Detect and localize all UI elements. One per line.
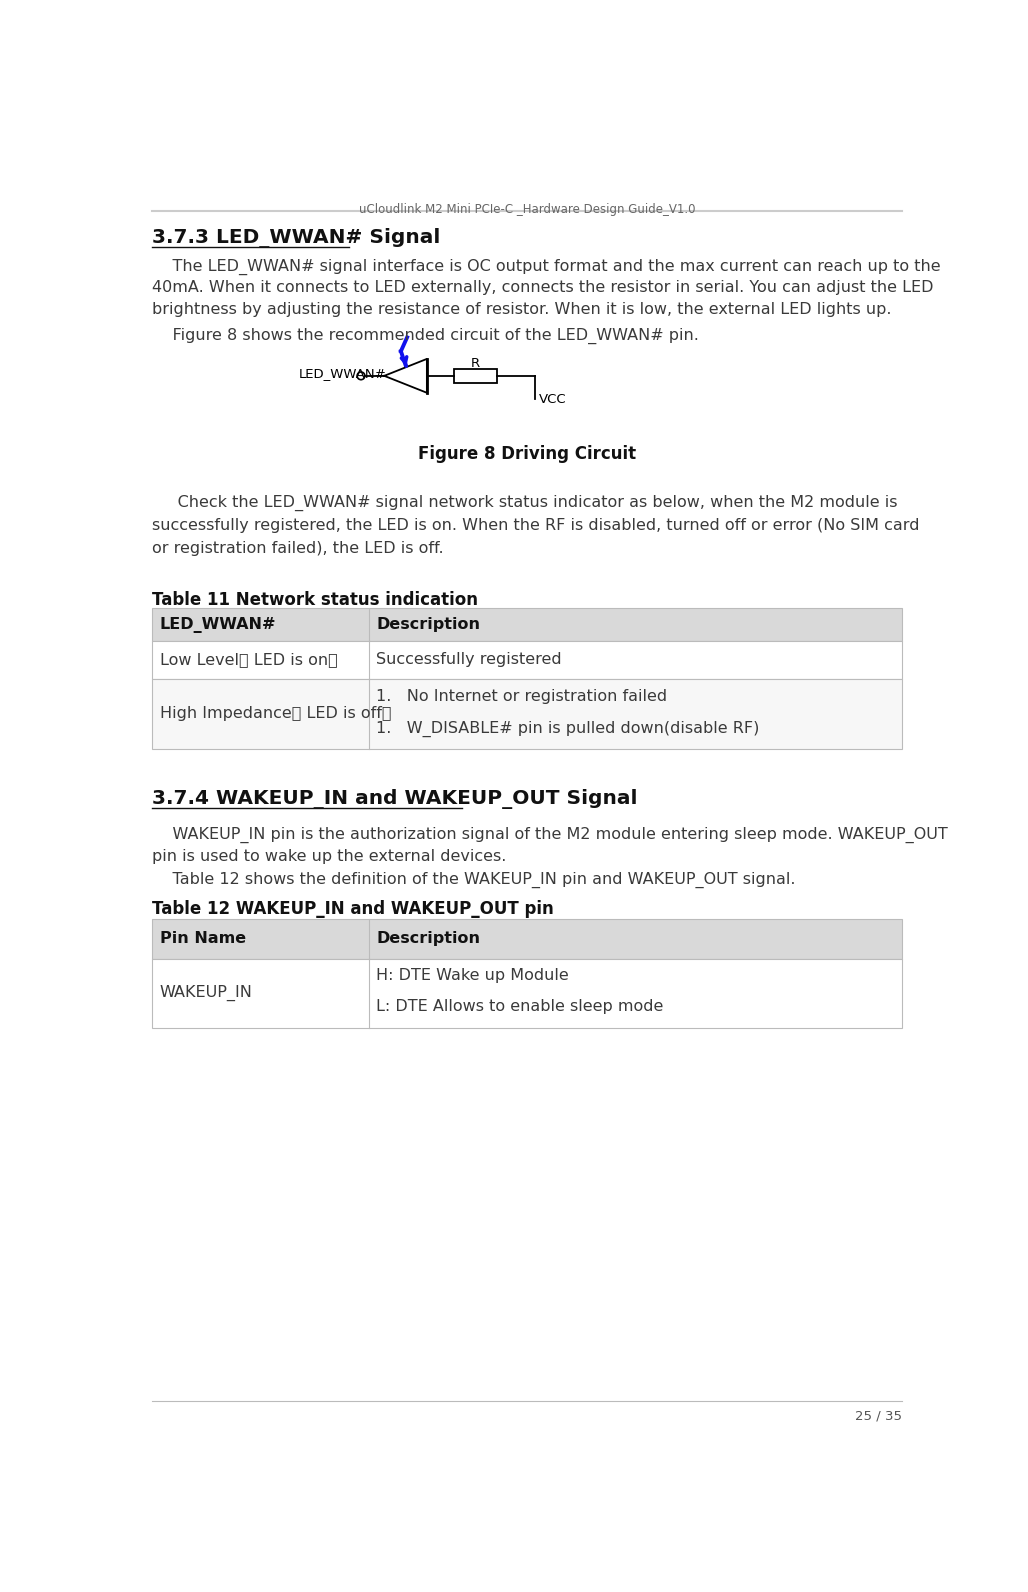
Bar [152,640,902,680]
Text: LED_WWAN#: LED_WWAN# [159,616,276,632]
Text: WAKEUP_IN: WAKEUP_IN [159,985,253,1001]
Text: H: DTE Wake up Module: H: DTE Wake up Module [376,968,570,984]
Text: Pin Name: Pin Name [159,931,246,946]
Text: Table 12 WAKEUP_IN and WAKEUP_OUT pin: Table 12 WAKEUP_IN and WAKEUP_OUT pin [152,899,553,919]
Text: Figure 8 shows the recommended circuit of the LED_WWAN# pin.: Figure 8 shows the recommended circuit o… [152,328,699,344]
Bar [152,919,902,958]
Text: 3.7.4 WAKEUP_IN and WAKEUP_OUT Signal: 3.7.4 WAKEUP_IN and WAKEUP_OUT Signal [152,788,637,809]
Text: Description: Description [376,931,480,946]
Bar [152,608,902,640]
Text: R: R [471,357,480,369]
Text: 40mA. When it connects to LED externally, connects the resistor in serial. You c: 40mA. When it connects to LED externally… [152,280,933,296]
Text: uCloudlink M2 Mini PCIe-C _Hardware Design Guide_V1.0: uCloudlink M2 Mini PCIe-C _Hardware Desi… [359,202,695,215]
Text: Figure 8 Driving Circuit: Figure 8 Driving Circuit [417,446,636,463]
Text: L: DTE Allows to enable sleep mode: L: DTE Allows to enable sleep mode [376,998,664,1014]
Text: successfully registered, the LED is on. When the RF is disabled, turned off or e: successfully registered, the LED is on. … [152,519,919,533]
Text: brightness by adjusting the resistance of resistor. When it is low, the external: brightness by adjusting the resistance o… [152,302,891,317]
Text: Description: Description [376,618,480,632]
Bar [152,680,902,748]
Text: Check the LED_WWAN# signal network status indicator as below, when the M2 module: Check the LED_WWAN# signal network statu… [152,495,897,511]
Text: pin is used to wake up the external devices.: pin is used to wake up the external devi… [152,849,506,863]
Text: Successfully registered: Successfully registered [376,653,562,667]
Text: 25 / 35: 25 / 35 [855,1409,902,1422]
Text: High Impedance（ LED is off）: High Impedance（ LED is off） [159,707,391,721]
Text: VCC: VCC [539,393,566,406]
Text: 3.7.3 LED_WWAN# Signal: 3.7.3 LED_WWAN# Signal [152,228,440,248]
Text: 1.   No Internet or registration failed: 1. No Internet or registration failed [376,689,667,704]
Text: or registration failed), the LED is off.: or registration failed), the LED is off. [152,541,443,556]
Text: 1.   W_DISABLE# pin is pulled down(disable RF): 1. W_DISABLE# pin is pulled down(disable… [376,721,760,737]
Text: Table 11 Network status indication: Table 11 Network status indication [152,592,478,610]
Text: WAKEUP_IN pin is the authorization signal of the M2 module entering sleep mode. : WAKEUP_IN pin is the authorization signa… [152,828,948,844]
Text: LED_WWAN#: LED_WWAN# [299,366,387,379]
Text: Table 12 shows the definition of the WAKEUP_IN pin and WAKEUP_OUT signal.: Table 12 shows the definition of the WAK… [152,872,796,888]
Bar [454,369,497,382]
Text: The LED_WWAN# signal interface is OC output format and the max current can reach: The LED_WWAN# signal interface is OC out… [152,259,941,275]
Polygon shape [384,358,427,393]
Text: Low Level（ LED is on）: Low Level（ LED is on） [159,653,337,667]
Bar [152,958,902,1028]
